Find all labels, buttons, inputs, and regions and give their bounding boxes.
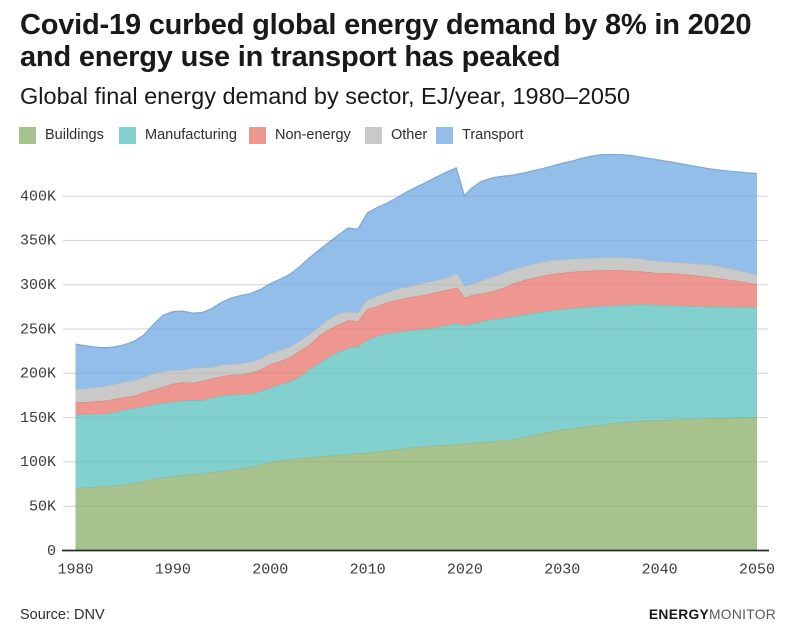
- svg-text:1990: 1990: [155, 562, 191, 579]
- svg-text:250K: 250K: [20, 321, 56, 338]
- svg-text:2010: 2010: [350, 562, 386, 579]
- svg-text:300K: 300K: [20, 277, 56, 294]
- svg-text:2030: 2030: [544, 562, 580, 579]
- svg-text:350K: 350K: [20, 233, 56, 250]
- svg-text:2040: 2040: [642, 562, 678, 579]
- svg-text:150K: 150K: [20, 410, 56, 427]
- svg-text:400K: 400K: [20, 188, 56, 205]
- svg-text:50K: 50K: [29, 499, 56, 516]
- svg-text:2020: 2020: [447, 562, 483, 579]
- svg-text:1980: 1980: [57, 562, 93, 579]
- svg-text:0: 0: [47, 543, 56, 560]
- svg-text:2000: 2000: [252, 562, 288, 579]
- svg-text:200K: 200K: [20, 366, 56, 383]
- svg-text:100K: 100K: [20, 454, 56, 471]
- svg-text:2050: 2050: [739, 562, 775, 579]
